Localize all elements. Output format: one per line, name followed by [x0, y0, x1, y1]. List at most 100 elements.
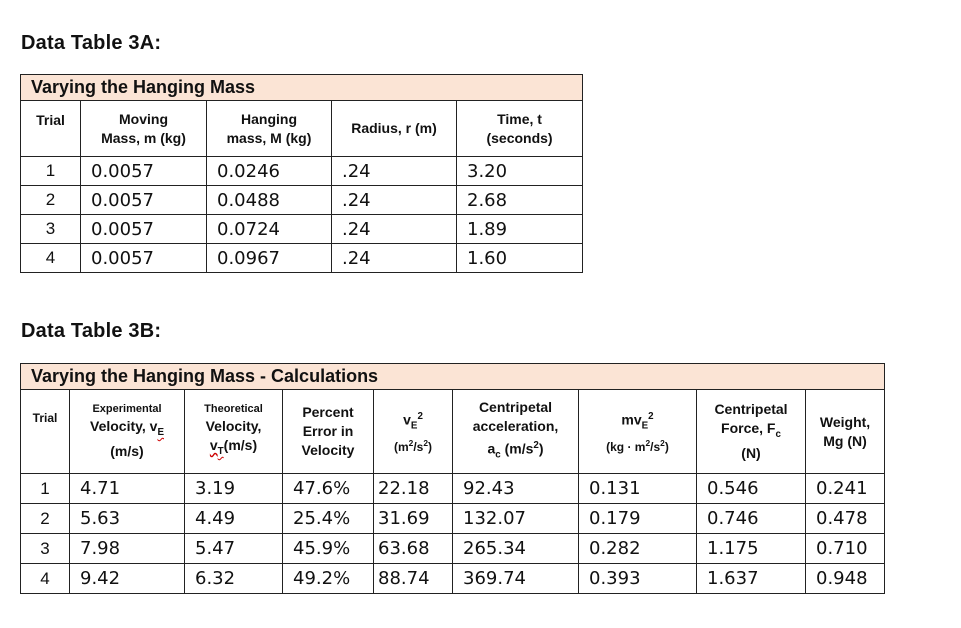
unit-part: (m/s [500, 440, 534, 457]
header-percent-error: Percent Error in Velocity [282, 389, 374, 474]
time-cell: 1.89 [455, 214, 584, 244]
weight-cell: 0.241 [804, 473, 886, 504]
radius-cell: .24 [331, 214, 457, 244]
hanging-mass-cell: 0.0967 [206, 243, 332, 273]
subscript-c: c [495, 449, 501, 461]
radius-cell: .24 [331, 156, 457, 186]
mve2-cell: 0.131 [578, 473, 697, 504]
centripetal-force-cell: 0.546 [696, 473, 806, 504]
header-moving-mass: Moving Mass, m (kg) [80, 100, 207, 157]
centripetal-force-cell: 0.746 [696, 503, 806, 534]
header-hanging-mass: Hanging mass, M (kg) [206, 100, 332, 157]
superscript-2: 2 [423, 438, 429, 449]
header-exp-velocity-line1: Experimental [92, 403, 162, 416]
centripetal-acc-cell: 369.74 [452, 563, 579, 594]
superscript-2: 2 [648, 410, 654, 422]
header-weight-line1: Weight, [819, 413, 871, 430]
ve2-cell: 88.74 [373, 563, 453, 594]
header-exp-velocity-unit: (m/s) [110, 442, 144, 459]
centripetal-force-cell: 1.637 [696, 563, 806, 594]
table-row: 3 7.98 5.47 45.9% 63.68 265.34 0.282 1.1… [20, 533, 886, 564]
subscript-e: E [410, 420, 418, 432]
superscript-2: 2 [533, 440, 539, 452]
exp-velocity-cell: 5.63 [69, 503, 185, 534]
radius-cell: .24 [331, 185, 457, 215]
unit-part: /s [413, 440, 424, 455]
table-3b-heading: Data Table 3B: [21, 320, 162, 342]
table-row: 2 5.63 4.49 25.4% 31.69 132.07 0.179 0.7… [20, 503, 886, 534]
moving-mass-cell: 0.0057 [80, 214, 207, 244]
header-moving-mass-line1: Moving [119, 110, 168, 127]
table-row: 4 9.42 6.32 49.2% 88.74 369.74 0.393 1.6… [20, 563, 886, 594]
weight-cell: 0.710 [804, 533, 886, 564]
subscript-e: E [157, 426, 164, 438]
trial-cell: 3 [20, 214, 81, 244]
header-centripetal-acc-line1: Centripetal [478, 399, 553, 416]
data-table-3a: Varying the Hanging Mass Trial Moving Ma… [19, 74, 584, 273]
header-radius: Radius, r (m) [331, 100, 457, 157]
moving-mass-cell: 0.0057 [80, 185, 207, 215]
trial-cell: 4 [20, 243, 81, 273]
trial-cell: 4 [20, 563, 70, 594]
subscript-e: E [641, 420, 649, 432]
theo-velocity-cell: 6.32 [184, 563, 283, 594]
header-percent-error-line3: Velocity [301, 442, 355, 458]
moving-mass-cell: 0.0057 [80, 243, 207, 273]
centripetal-acc-cell: 92.43 [452, 473, 579, 504]
exp-velocity-cell: 7.98 [69, 533, 185, 564]
header-trial: Trial [20, 389, 70, 474]
unit-part: (m [393, 440, 409, 455]
header-centripetal-force-unit: (N) [741, 444, 761, 461]
weight-cell: 0.948 [804, 563, 886, 594]
var-mv: mv [621, 411, 642, 428]
unit-part: ) [428, 440, 433, 455]
superscript-2: 2 [408, 438, 414, 449]
header-weight: Weight, Mg (N) [804, 389, 886, 474]
header-moving-mass-line2: Mass, m (kg) [101, 129, 186, 146]
trial-cell: 3 [20, 533, 70, 564]
table-3a-heading: Data Table 3A: [21, 32, 162, 54]
theo-velocity-cell: 5.47 [184, 533, 283, 564]
mve2-cell: 0.393 [578, 563, 697, 594]
header-percent-error-line1: Percent [302, 404, 354, 420]
table-row: 2 0.0057 0.0488 .24 2.68 [20, 185, 584, 215]
superscript-2: 2 [417, 410, 423, 422]
var-v: v [209, 437, 218, 454]
ve2-cell: 31.69 [373, 503, 453, 534]
table-row: 4 0.0057 0.0967 .24 1.60 [20, 243, 584, 273]
time-cell: 2.68 [455, 185, 584, 215]
header-exp-velocity-line2: Velocity, v [90, 418, 158, 435]
centripetal-acc-cell: 265.34 [452, 533, 579, 564]
header-centripetal-force-line2: Force, F [721, 420, 776, 437]
header-weight-line2: Mg (N) [823, 432, 867, 449]
var-a: a [487, 440, 496, 457]
header-mve-squared: mvE2 (kg · m2/s2) [578, 389, 697, 474]
header-time-line1: Time, t [497, 110, 542, 127]
header-hanging-mass-line1: Hanging [241, 110, 297, 127]
header-theo-velocity-unit: (m/s) [223, 437, 258, 454]
moving-mass-cell: 0.0057 [80, 156, 207, 186]
unit-part: /s [650, 440, 661, 455]
header-trial: Trial [20, 100, 81, 157]
unit-part: ) [538, 440, 544, 457]
trial-cell: 2 [20, 503, 70, 534]
table-row: 1 4.71 3.19 47.6% 22.18 92.43 0.131 0.54… [20, 473, 886, 504]
trial-cell: 1 [20, 473, 70, 504]
table-3b-title: Varying the Hanging Mass - Calculations [19, 363, 886, 390]
theo-velocity-cell: 4.49 [184, 503, 283, 534]
exp-velocity-cell: 4.71 [69, 473, 185, 504]
percent-error-cell: 45.9% [282, 533, 374, 564]
trial-cell: 2 [20, 185, 81, 215]
header-ve-squared: vE2 (m2/s2) [373, 389, 453, 474]
superscript-2: 2 [645, 438, 651, 449]
header-centripetal-force-line1: Centripetal [714, 401, 788, 418]
exp-velocity-cell: 9.42 [69, 563, 185, 594]
table-row: 3 0.0057 0.0724 .24 1.89 [20, 214, 584, 244]
unit-part: (kg · m [606, 440, 646, 455]
data-table-3b: Varying the Hanging Mass - Calculations … [19, 363, 886, 594]
subscript-t: T [217, 445, 224, 457]
header-theo-velocity-line1: Theoretical [204, 403, 263, 416]
unit-part: ) [664, 440, 669, 455]
time-cell: 3.20 [455, 156, 584, 186]
hanging-mass-cell: 0.0488 [206, 185, 332, 215]
